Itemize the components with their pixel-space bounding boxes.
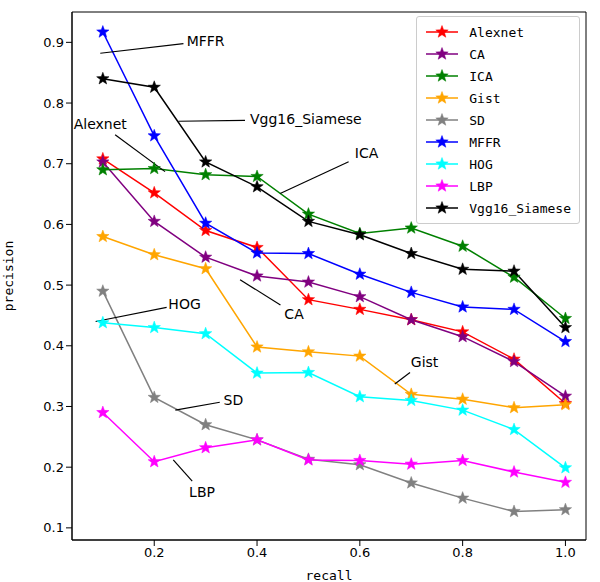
svg-text:0.7: 0.7 xyxy=(43,156,64,171)
svg-text:0.1: 0.1 xyxy=(43,520,64,535)
svg-text:Gist: Gist xyxy=(411,354,439,370)
svg-text:Vgg16_Siamese: Vgg16_Siamese xyxy=(250,111,362,127)
svg-text:0.2: 0.2 xyxy=(43,460,64,475)
html-text:Gist: Gist xyxy=(469,90,501,106)
html-text:MFFR: MFFR xyxy=(469,134,501,150)
svg-text:SD: SD xyxy=(224,392,244,408)
html-text:Vgg16_Siamese: Vgg16_Siamese xyxy=(469,200,571,216)
svg-text:ICA: ICA xyxy=(355,145,379,161)
svg-text:Alexnet: Alexnet xyxy=(74,116,128,132)
html-text:CA: CA xyxy=(469,46,485,62)
svg-text:0.9: 0.9 xyxy=(43,35,64,50)
svg-text:0.4: 0.4 xyxy=(247,545,268,560)
svg-text:0.2: 0.2 xyxy=(144,545,165,560)
html-text:SD: SD xyxy=(469,112,485,128)
svg-text:0.5: 0.5 xyxy=(43,278,64,293)
svg-text:0.4: 0.4 xyxy=(43,338,64,353)
svg-text:precision: precision xyxy=(8,241,16,311)
svg-text:MFFR: MFFR xyxy=(187,33,225,49)
html-text:HOG: HOG xyxy=(469,156,493,172)
svg-text:0.6: 0.6 xyxy=(43,217,64,232)
svg-text:recall: recall xyxy=(306,568,353,582)
svg-text:0.3: 0.3 xyxy=(43,399,64,414)
html-text:LBP: LBP xyxy=(469,178,493,194)
svg-text:CA: CA xyxy=(284,306,304,322)
svg-text:LBP: LBP xyxy=(189,484,215,500)
html-text:ICA: ICA xyxy=(469,68,493,84)
svg-text:0.6: 0.6 xyxy=(349,545,370,560)
svg-text:HOG: HOG xyxy=(168,296,200,312)
svg-text:0.8: 0.8 xyxy=(43,96,64,111)
svg-text:1.0: 1.0 xyxy=(555,545,576,560)
svg-text:0.8: 0.8 xyxy=(452,545,473,560)
html-text:Alexnet: Alexnet xyxy=(469,24,524,40)
